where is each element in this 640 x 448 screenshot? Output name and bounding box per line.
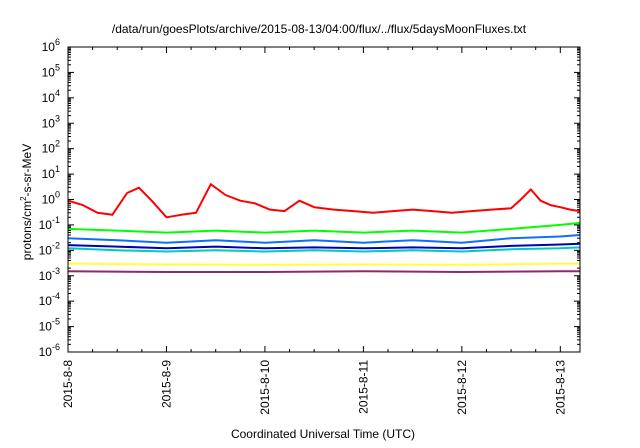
x-tick-label: 2015-8-11 (356, 360, 370, 414)
y-tick-label: 104 (42, 88, 60, 105)
y-tick-exp: 0 (55, 190, 60, 200)
series-line-7 (67, 270, 580, 273)
y-tick-exp: 1 (55, 164, 60, 174)
series-line-3 (67, 234, 581, 244)
x-tick-label: 2015-8-10 (258, 360, 272, 415)
y-axis-label-a: protons/cm (20, 201, 34, 260)
chart-title: /data/run/goesPlots/archive/2015-08-13/0… (112, 22, 527, 36)
y-tick-exp: 4 (55, 88, 60, 98)
y-tick-base: 10 (39, 320, 53, 334)
y-tick-base: 10 (39, 345, 53, 359)
y-tick-base: 10 (42, 40, 56, 54)
series-group (67, 183, 581, 273)
y-axis-label-sup: 2 (19, 196, 28, 201)
y-tick-label: 105 (42, 62, 60, 79)
y-tick-label: 103 (42, 113, 60, 130)
y-tick-label: 10-4 (39, 291, 60, 308)
x-tick-label: 2015-8-9 (159, 360, 173, 408)
y-tick-label: 106 (42, 37, 60, 54)
y-tick-exp: -4 (52, 291, 60, 301)
y-tick-label: 10-5 (39, 317, 60, 334)
x-tick-label: 2015-8-13 (553, 360, 567, 415)
series-line-5 (67, 242, 581, 250)
y-tick-label: 10-2 (39, 240, 60, 257)
y-tick-exp: -2 (52, 240, 60, 250)
y-tick-base: 10 (42, 116, 56, 130)
y-tick-exp: 5 (55, 62, 60, 72)
y-tick-exp: 3 (55, 113, 60, 123)
y-tick-exp: 2 (55, 139, 60, 149)
x-tick-label: 2015-8-8 (61, 360, 75, 408)
series-line-4 (67, 246, 581, 253)
y-tick-base: 10 (42, 142, 56, 156)
y-tick-label: 10-3 (39, 266, 60, 283)
y-tick-base: 10 (39, 269, 53, 283)
y-tick-exp: -1 (52, 215, 60, 225)
y-tick-label: 101 (42, 164, 60, 181)
series-line-2 (67, 221, 581, 234)
y-tick-base: 10 (39, 243, 53, 257)
x-tick-label: 2015-8-12 (455, 360, 469, 415)
y-tick-label: 100 (42, 190, 60, 207)
y-tick-label: 10-1 (39, 215, 60, 232)
x-axis-label: Coordinated Universal Time (UTC) (231, 427, 415, 441)
y-tick-base: 10 (42, 167, 56, 181)
y-tick-label: 102 (42, 139, 60, 156)
y-tick-exp: 6 (55, 37, 60, 47)
y-tick-exp: -5 (52, 317, 60, 327)
y-axis-label-b: -s-sr-MeV (20, 144, 34, 197)
y-tick-exp: -6 (52, 342, 60, 352)
series-line-6 (67, 262, 580, 266)
ticks-group: 10-610-510-410-310-210-11001011021031041… (39, 37, 580, 415)
y-axis-label: protons/cm2-s-sr-MeV (19, 144, 34, 260)
series-line-1 (67, 183, 581, 219)
y-tick-exp: -3 (52, 266, 60, 276)
y-tick-base: 10 (42, 91, 56, 105)
y-tick-base: 10 (39, 294, 53, 308)
plot-frame (67, 46, 581, 353)
y-tick-label: 10-6 (39, 342, 60, 359)
y-tick-base: 10 (39, 218, 53, 232)
y-tick-base: 10 (42, 193, 56, 207)
y-tick-base: 10 (42, 65, 56, 79)
